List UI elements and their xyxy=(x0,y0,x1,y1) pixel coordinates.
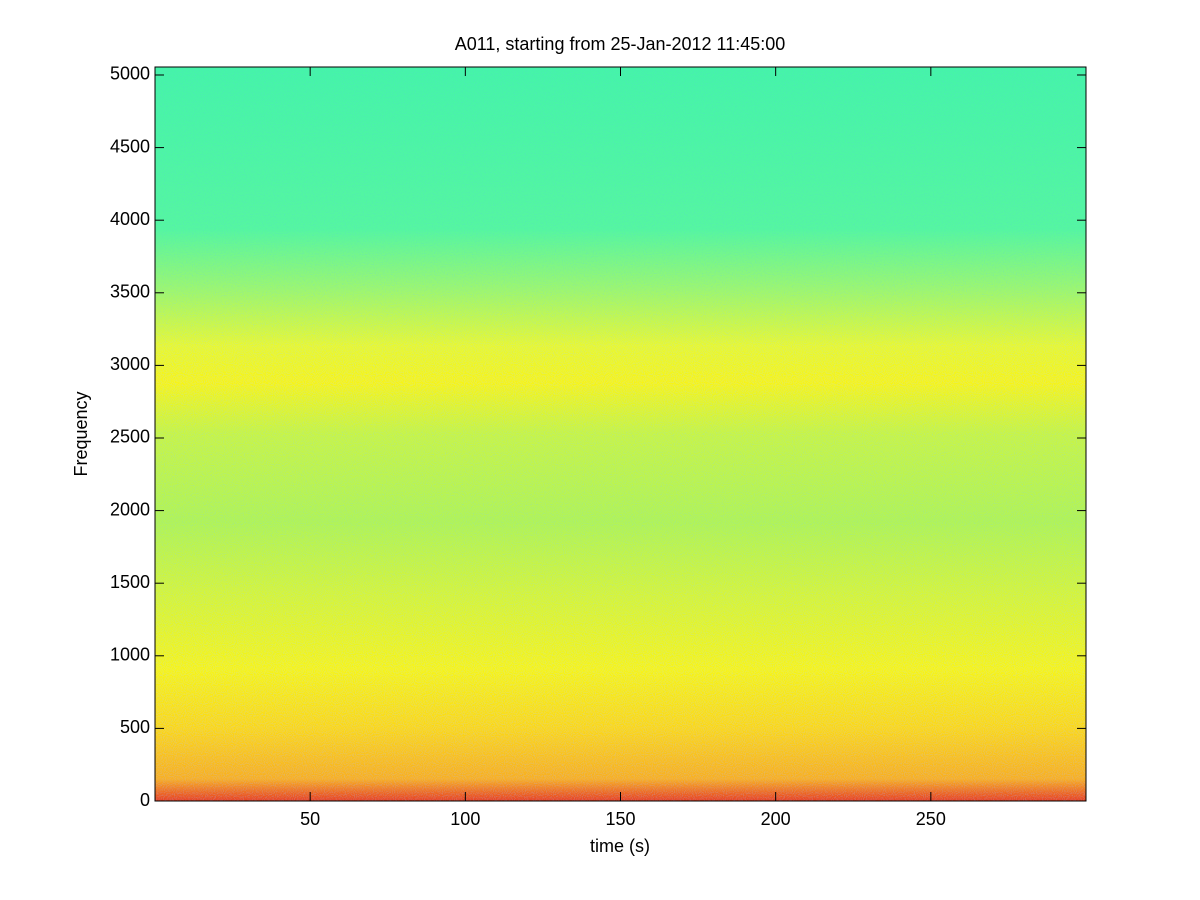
y-tick-label: 0 xyxy=(140,790,150,810)
x-tick-label: 200 xyxy=(761,809,791,829)
y-tick-label: 1000 xyxy=(110,645,150,665)
x-tick-label: 250 xyxy=(916,809,946,829)
spectrogram-texture xyxy=(155,67,1086,801)
y-tick-label: 3500 xyxy=(110,282,150,302)
y-tick-label: 4000 xyxy=(110,209,150,229)
y-tick-label: 500 xyxy=(120,717,150,737)
y-tick-label: 1500 xyxy=(110,572,150,592)
y-tick-label: 2500 xyxy=(110,427,150,447)
y-tick-label: 4500 xyxy=(110,136,150,156)
x-tick-label: 50 xyxy=(300,809,320,829)
y-tick-label: 3000 xyxy=(110,354,150,374)
y-tick-label: 2000 xyxy=(110,499,150,519)
y-axis-label: Frequency xyxy=(71,391,91,476)
x-axis-label: time (s) xyxy=(590,836,650,856)
y-tick-label: 5000 xyxy=(110,64,150,84)
chart-title: A011, starting from 25-Jan-2012 11:45:00 xyxy=(455,34,786,54)
x-tick-label: 150 xyxy=(605,809,635,829)
x-tick-label: 100 xyxy=(450,809,480,829)
